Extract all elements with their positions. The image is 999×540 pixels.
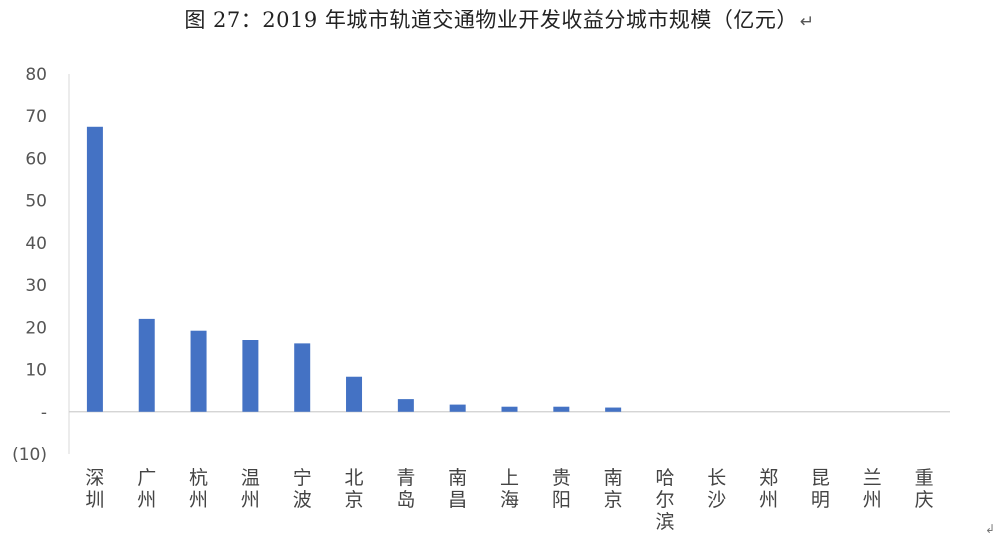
bar: [501, 406, 518, 412]
bar-series: [86, 126, 622, 412]
bar: [86, 126, 103, 412]
y-axis: 80 70 60 50 40 30 20 10 - (10): [12, 65, 70, 465]
bar: [553, 406, 570, 412]
category-label-char: 明: [811, 489, 830, 511]
y-tick-label: 60: [25, 149, 47, 169]
category-label-char: 贵: [552, 467, 571, 489]
category-label-char: 宁: [293, 467, 312, 489]
chart-title-text: 图 27：2019 年城市轨道交通物业开发收益分城市规模（亿元）: [184, 8, 798, 32]
category-label-char: 重: [915, 467, 934, 489]
bar: [346, 376, 363, 412]
category-label-char: 温: [241, 467, 260, 489]
y-tick-label: 10: [25, 361, 47, 381]
category-label-char: 广: [137, 467, 156, 489]
category-label-char: 阳: [552, 489, 571, 511]
corner-return-mark-icon: ↲: [985, 522, 996, 536]
category-label-char: 昆: [811, 467, 830, 489]
y-tick-label: -: [41, 403, 47, 423]
category-label-char: 北: [345, 467, 364, 489]
chart-title: 图 27：2019 年城市轨道交通物业开发收益分城市规模（亿元） ↵: [0, 4, 999, 34]
category-label-char: 南: [448, 467, 467, 489]
category-label-char: 南: [604, 467, 623, 489]
y-tick-label: 80: [25, 65, 47, 85]
category-label-char: 岛: [396, 489, 415, 511]
category-label-char: 州: [241, 489, 260, 511]
category-label-char: 兰: [863, 467, 882, 489]
bar: [449, 404, 466, 412]
category-label-char: 沙: [707, 489, 726, 511]
category-label-char: 杭: [189, 467, 208, 489]
category-label-char: 昌: [448, 489, 467, 511]
bar: [138, 318, 155, 412]
y-tick-label: (10): [12, 445, 47, 465]
y-tick-label: 30: [25, 276, 47, 296]
category-label-char: 海: [500, 489, 519, 511]
category-label-char: 庆: [915, 489, 934, 511]
y-tick-label: 20: [25, 318, 47, 338]
category-label-char: 波: [293, 489, 312, 511]
category-label-char: 深: [85, 467, 104, 489]
return-mark-icon: ↵: [799, 12, 815, 32]
category-label-char: 郑: [759, 467, 778, 489]
bar: [397, 399, 414, 412]
category-label-char: 州: [759, 489, 778, 511]
category-label-char: 青: [396, 467, 415, 489]
category-label-char: 长: [707, 467, 726, 489]
bar: [242, 340, 259, 412]
bar: [294, 343, 311, 412]
y-tick-label: 70: [25, 107, 47, 127]
category-label-char: 京: [345, 489, 364, 511]
category-label-char: 京: [604, 489, 623, 511]
category-label-char: 尔: [655, 489, 674, 511]
y-tick-label: 40: [25, 234, 47, 254]
category-label-char: 圳: [85, 489, 104, 511]
y-tick-labels: 80 70 60 50 40 30 20 10 - (10): [12, 65, 47, 465]
category-label-char: 州: [137, 489, 156, 511]
category-label-char: 州: [189, 489, 208, 511]
bar: [190, 330, 207, 412]
y-tick-label: 50: [25, 192, 47, 212]
category-label-char: 州: [863, 489, 882, 511]
category-label-char: 滨: [655, 511, 674, 533]
bar: [605, 407, 622, 412]
category-label-char: 哈: [655, 467, 674, 489]
category-label-char: 上: [500, 467, 519, 489]
